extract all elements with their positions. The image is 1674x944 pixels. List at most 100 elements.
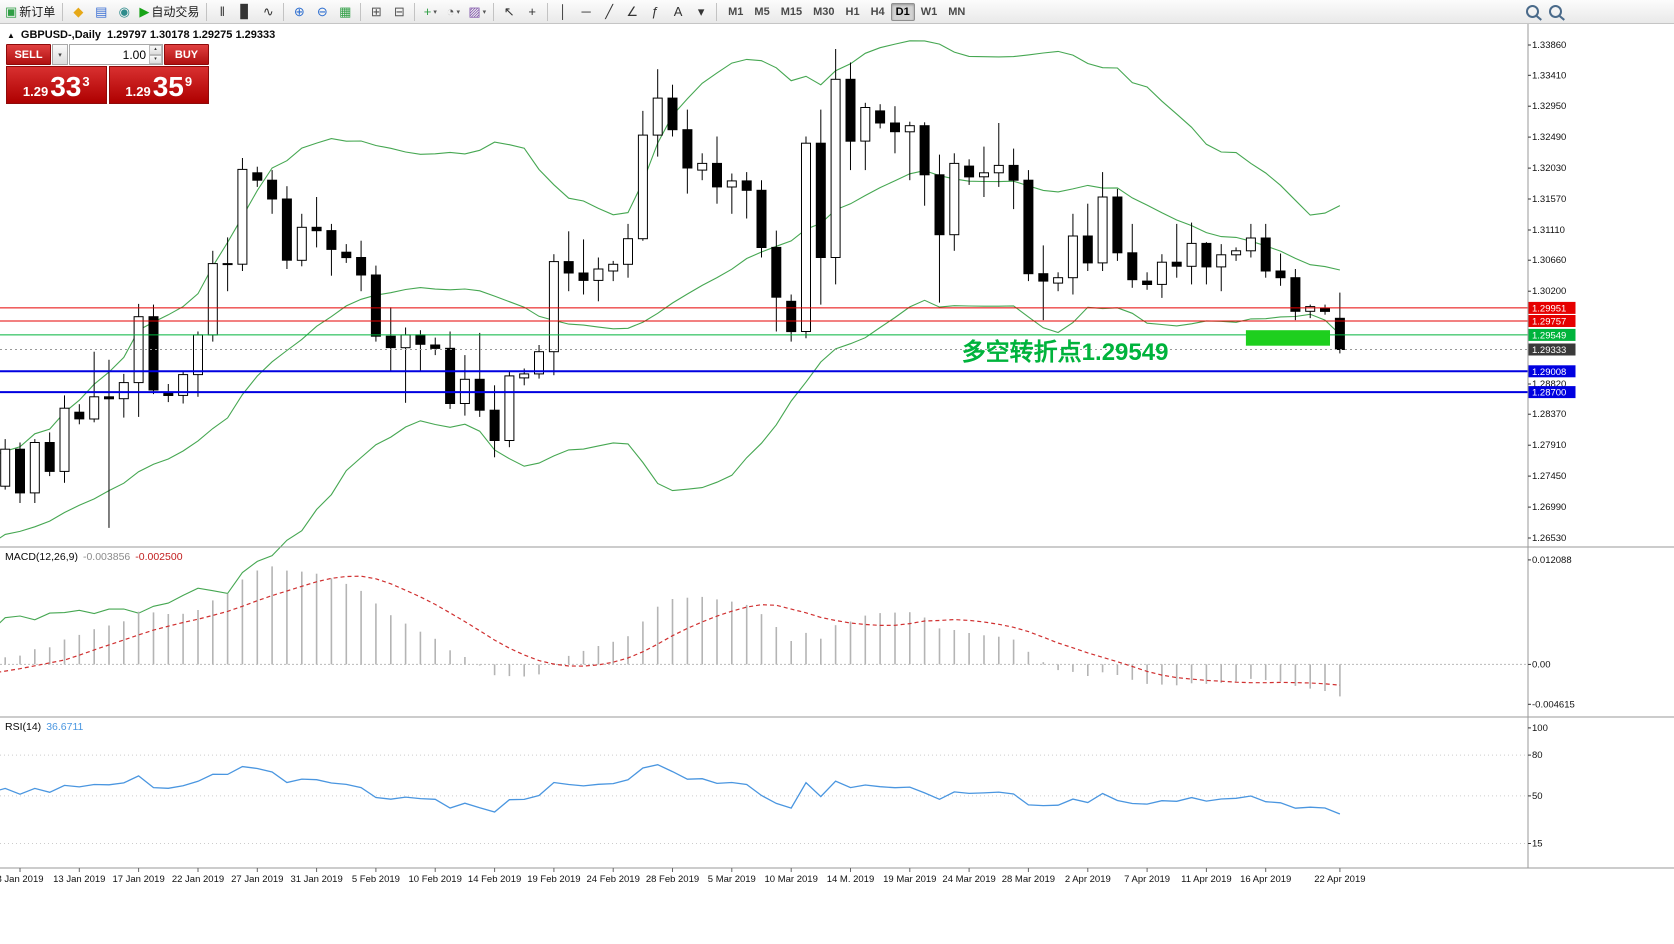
svg-text:0.012088: 0.012088	[1532, 555, 1572, 566]
macd-main-value: -0.003856	[82, 551, 131, 563]
channel-button[interactable]: ∠	[621, 2, 643, 22]
market-watch-button[interactable]: ▤	[90, 2, 112, 22]
timeframe-h1-button[interactable]: H1	[841, 3, 865, 21]
vertical-line-button[interactable]: │	[552, 2, 574, 22]
annotation-text[interactable]: 多空转折点1.29549	[962, 338, 1169, 366]
templates-button[interactable]: ▨ ▾	[465, 2, 489, 22]
svg-text:28 Feb 2019: 28 Feb 2019	[646, 874, 699, 885]
trendline-button[interactable]: ╱	[598, 2, 620, 22]
periods-button[interactable]: ◔ ▾	[442, 2, 464, 22]
volume-input[interactable]	[70, 45, 149, 64]
cascade-windows-button[interactable]: ⊟	[388, 2, 410, 22]
shapes-icon: ▾	[697, 4, 705, 19]
periods-icon: ◔	[446, 4, 455, 19]
text-button[interactable]: A	[667, 2, 689, 22]
svg-text:1.29951: 1.29951	[1532, 303, 1566, 314]
svg-text:1.26530: 1.26530	[1532, 533, 1566, 544]
svg-text:2 Apr 2019: 2 Apr 2019	[1065, 874, 1111, 885]
svg-text:10 Mar 2019: 10 Mar 2019	[765, 874, 818, 885]
trendline-icon: ╱	[605, 4, 614, 19]
svg-text:1.32490: 1.32490	[1532, 132, 1566, 143]
cursor-button[interactable]: ↖	[498, 2, 520, 22]
buy-button[interactable]: BUY	[164, 44, 209, 65]
order-options-dropdown[interactable]: ▾	[52, 44, 68, 65]
svg-text:100: 100	[1532, 723, 1548, 734]
chart-title: ▲ GBPUSD-,Daily 1.29797 1.30178 1.29275 …	[7, 29, 275, 41]
strategy-button[interactable]: ◉	[113, 2, 135, 22]
sell-price-display[interactable]: 1.29 33 3	[6, 66, 107, 104]
rsi-pane	[0, 754, 1528, 844]
svg-text:0.00: 0.00	[1532, 659, 1551, 670]
line-chart-button[interactable]: ∿	[257, 2, 279, 22]
svg-text:22 Jan 2019: 22 Jan 2019	[172, 874, 224, 885]
timeframe-selector: M1 M5 M15 M30 H1 H4 D1 W1 MN	[723, 2, 970, 21]
bar-chart-button[interactable]: ‖	[211, 2, 233, 22]
sell-button[interactable]: SELL	[6, 44, 51, 65]
tile-windows-button[interactable]: ⊞	[365, 2, 387, 22]
macd-signal-line	[0, 575, 1340, 686]
zoom-in-button[interactable]: ⊕	[288, 2, 310, 22]
timeframe-m1-button[interactable]: M1	[723, 3, 748, 21]
rsi-indicator-title: RSI(14) 36.6711	[5, 721, 83, 733]
autotrade-button[interactable]: ▶ 自动交易	[136, 2, 202, 22]
timeframe-m15-button[interactable]: M15	[776, 3, 807, 21]
timeframe-m30-button[interactable]: M30	[808, 3, 839, 21]
volume-up-button[interactable]: ▴	[149, 45, 162, 55]
svg-text:1.31570: 1.31570	[1532, 194, 1566, 205]
dropdown-caret-icon: ▾	[433, 8, 437, 16]
price-axis[interactable]: 1.33860 1.33410 1.32950 1.32490 1.32030 1.315…	[0, 24, 1674, 869]
chart-symbol-label: GBPUSD-,Daily	[20, 29, 101, 41]
buy-price-base: 1.29	[125, 84, 151, 99]
dropdown-caret-icon: ▾	[456, 8, 461, 16]
zoom-out-button[interactable]: ⊖	[311, 2, 333, 22]
buy-price-main: 35	[152, 71, 184, 102]
new-order-button[interactable]: ▣ 新订单	[2, 2, 58, 22]
rsi-name: RSI(14)	[5, 721, 42, 733]
channel-icon: ∠	[626, 4, 638, 19]
dropdown-caret-icon: ▾	[482, 8, 487, 16]
timeframe-w1-button[interactable]: W1	[916, 3, 943, 21]
toolbar-separator	[206, 2, 208, 21]
svg-text:24 Feb 2019: 24 Feb 2019	[587, 874, 640, 885]
svg-text:1.32030: 1.32030	[1532, 163, 1566, 174]
level-price-label	[1528, 386, 1576, 399]
level-lines[interactable]	[0, 307, 1528, 394]
svg-text:24 Mar 2019: 24 Mar 2019	[942, 874, 995, 885]
svg-text:11 Apr 2019: 11 Apr 2019	[1181, 874, 1232, 885]
svg-text:-0.004615: -0.004615	[1532, 699, 1575, 710]
svg-text:1.27450: 1.27450	[1532, 471, 1566, 482]
chart-ohlc-values: 1.29797 1.30178 1.29275 1.29333	[107, 29, 276, 41]
toolbar-separator	[716, 2, 718, 21]
volume-down-button[interactable]: ▾	[149, 54, 162, 64]
svg-text:50: 50	[1532, 791, 1543, 802]
timeframe-m5-button[interactable]: M5	[749, 3, 774, 21]
svg-text:1.28820: 1.28820	[1532, 379, 1566, 390]
fibonacci-button[interactable]: ƒ	[644, 2, 666, 22]
horizontal-line-button[interactable]: ─	[575, 2, 597, 22]
svg-text:1.33410: 1.33410	[1532, 70, 1566, 81]
search-button[interactable]	[1544, 2, 1566, 22]
rsi-line	[0, 764, 1341, 815]
chart-canvas[interactable]: 多空转折点1.29549 1.33860 1.33410 1.32950 1.32490…	[0, 24, 1674, 944]
grid-icon: ▦	[339, 4, 352, 19]
svg-text:5 Feb 2019: 5 Feb 2019	[352, 874, 400, 885]
timeframe-h4-button[interactable]: H4	[866, 3, 890, 21]
zoom-in-icon: ⊕	[293, 4, 305, 19]
highlight-rectangle[interactable]	[1245, 330, 1330, 346]
timeframe-mn-button[interactable]: MN	[943, 3, 970, 21]
shapes-button[interactable]: ▾	[690, 2, 712, 22]
grid-button[interactable]: ▦	[334, 2, 356, 22]
buy-price-display[interactable]: 1.29 35 9	[108, 66, 209, 104]
indicators-button[interactable]: + ▾	[419, 2, 441, 22]
vertical-line-icon: │	[559, 4, 568, 19]
current-price-label	[1528, 343, 1576, 356]
date-axis[interactable]: 8 Jan 2019 13 Jan 2019 17 Jan 2019 22 Jan 2…	[0, 868, 1366, 885]
svg-text:5 Mar 2019: 5 Mar 2019	[708, 874, 756, 885]
macd-indicator-title: MACD(12,26,9) -0.003856 -0.002500	[5, 551, 183, 563]
candlestick-chart-button[interactable]: ▊	[234, 2, 256, 22]
crosshair-button[interactable]: +	[521, 2, 543, 22]
level-price-label	[1528, 328, 1576, 341]
timeframe-d1-button[interactable]: D1	[890, 2, 915, 21]
alerts-button[interactable]: ◆	[67, 2, 89, 22]
search-chart-button[interactable]	[1521, 2, 1543, 22]
